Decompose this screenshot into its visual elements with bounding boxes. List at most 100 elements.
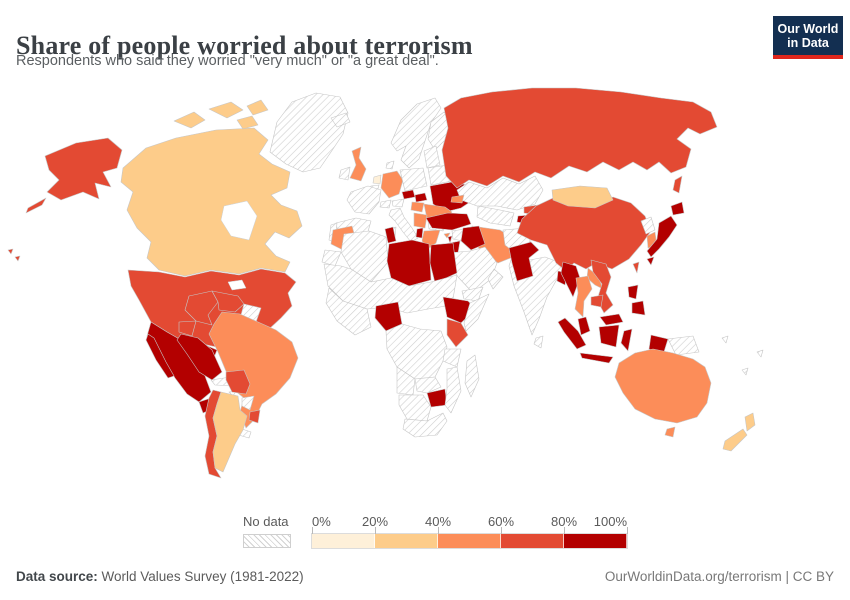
country-south-africa[interactable]	[402, 412, 448, 438]
country-canada[interactable]	[208, 101, 244, 119]
country-united-states[interactable]	[7, 248, 14, 255]
country-russia[interactable]	[672, 175, 683, 194]
country-greenland[interactable]	[269, 92, 349, 173]
country-philippines[interactable]	[627, 284, 639, 300]
country-sri-lanka[interactable]	[533, 335, 544, 349]
legend-swatch-40-60%[interactable]	[438, 534, 501, 548]
country-germany[interactable]	[380, 170, 404, 199]
country-turkey[interactable]	[425, 212, 472, 231]
country-japan[interactable]	[646, 215, 678, 258]
country-philippines[interactable]	[631, 300, 646, 316]
country-indonesia[interactable]	[620, 328, 633, 352]
legend-tick-mark	[375, 527, 376, 534]
country-paraguay[interactable]	[241, 395, 255, 411]
footer-credit[interactable]: OurWorldinData.org/terrorism | CC BY	[604, 569, 834, 584]
legend-swatch-60-80%[interactable]	[501, 534, 564, 548]
country-japan[interactable]	[646, 256, 655, 266]
country-switzerland[interactable]	[379, 199, 392, 209]
country-new-zealand[interactable]	[744, 412, 756, 432]
country-baltic-states[interactable]	[423, 145, 441, 169]
country-madagascar[interactable]	[464, 354, 480, 398]
country-netherlands[interactable]	[372, 174, 382, 185]
country-czechia[interactable]	[401, 189, 416, 200]
country-zambia[interactable]	[414, 376, 442, 394]
country-slovakia[interactable]	[414, 192, 428, 203]
legend-tick-label: 60%	[487, 514, 515, 529]
country-united-kingdom[interactable]	[349, 146, 367, 182]
country-lebanon[interactable]	[447, 235, 453, 244]
country-namibia-botswana[interactable]	[398, 394, 432, 422]
country-pakistan[interactable]	[508, 241, 540, 282]
country-somalia[interactable]	[463, 293, 490, 332]
country-taiwan[interactable]	[632, 261, 640, 274]
country-united-states[interactable]	[44, 137, 123, 201]
country-papua-new-guinea[interactable]	[667, 335, 700, 356]
country-iraq[interactable]	[460, 225, 486, 251]
country-ireland[interactable]	[338, 166, 351, 181]
country-argentina[interactable]	[212, 391, 248, 473]
country-canada[interactable]	[236, 115, 259, 130]
country-kenya[interactable]	[446, 318, 469, 348]
country-iceland[interactable]	[330, 112, 351, 128]
country-russia[interactable]	[441, 87, 718, 189]
country-canada[interactable]	[120, 127, 303, 277]
country-italy[interactable]	[388, 207, 419, 243]
legend-no-data[interactable]: No data	[243, 514, 291, 548]
country-malaysia[interactable]	[577, 316, 591, 336]
country-tanzania[interactable]	[442, 348, 462, 368]
country-oman[interactable]	[487, 268, 504, 290]
country-australia[interactable]	[664, 426, 676, 438]
country-indonesia[interactable]	[598, 324, 620, 348]
country-cyprus[interactable]	[443, 232, 451, 239]
country-hungary[interactable]	[410, 201, 425, 213]
country-tunisia[interactable]	[384, 226, 397, 244]
country-mongolia[interactable]	[551, 185, 614, 209]
country-peru[interactable]	[176, 333, 223, 381]
country-indonesia[interactable]	[579, 352, 614, 364]
country-central-africa[interactable]	[385, 323, 448, 380]
country-united-states[interactable]	[25, 197, 47, 214]
country-north-korea[interactable]	[640, 216, 656, 235]
country-norway-sweden[interactable]	[390, 97, 442, 169]
country-libya[interactable]	[386, 239, 432, 287]
country-malaysia[interactable]	[599, 313, 624, 326]
legend-swatch-20-40%[interactable]	[375, 534, 438, 548]
country-myanmar[interactable]	[560, 261, 581, 298]
country-west-africa[interactable]	[325, 287, 372, 336]
country-cambodia[interactable]	[590, 294, 604, 308]
country-vietnam[interactable]	[590, 259, 614, 314]
country-georgia[interactable]	[450, 194, 465, 204]
country-thailand[interactable]	[574, 275, 593, 318]
country-japan[interactable]	[670, 201, 685, 216]
country-uzbekistan-turkmenistan[interactable]	[476, 205, 515, 227]
legend-swatch-0-20%[interactable]	[312, 534, 375, 548]
country-mexico[interactable]	[145, 333, 175, 379]
country-serbia[interactable]	[413, 212, 428, 229]
legend-no-data-swatch	[243, 534, 291, 548]
country-venezuela[interactable]	[211, 290, 245, 313]
country-france[interactable]	[346, 185, 382, 215]
country-western-sahara[interactable]	[321, 249, 342, 267]
country-new-zealand[interactable]	[722, 428, 748, 452]
country-poland[interactable]	[399, 167, 428, 192]
country-ecuador[interactable]	[178, 320, 197, 337]
legend-swatch-80-100%[interactable]	[564, 534, 627, 548]
country-algeria[interactable]	[340, 230, 389, 283]
country-pacific-islands[interactable]	[721, 335, 729, 344]
country-pacific-islands[interactable]	[741, 367, 749, 376]
country-kazakhstan[interactable]	[456, 175, 544, 211]
country-denmark[interactable]	[385, 160, 395, 170]
country-indonesia[interactable]	[557, 317, 587, 350]
country-albania[interactable]	[415, 227, 424, 239]
country-uruguay[interactable]	[248, 409, 261, 424]
country-canada[interactable]	[173, 111, 206, 129]
country-canada[interactable]	[246, 99, 269, 116]
country-pacific-islands[interactable]	[756, 349, 764, 358]
owid-logo[interactable]: Our World in Data	[773, 16, 843, 59]
country-united-states[interactable]	[14, 255, 21, 262]
country-bolivia[interactable]	[225, 369, 251, 395]
country-australia[interactable]	[614, 348, 712, 424]
country-mozambique[interactable]	[444, 366, 462, 414]
country-austria[interactable]	[391, 198, 405, 208]
